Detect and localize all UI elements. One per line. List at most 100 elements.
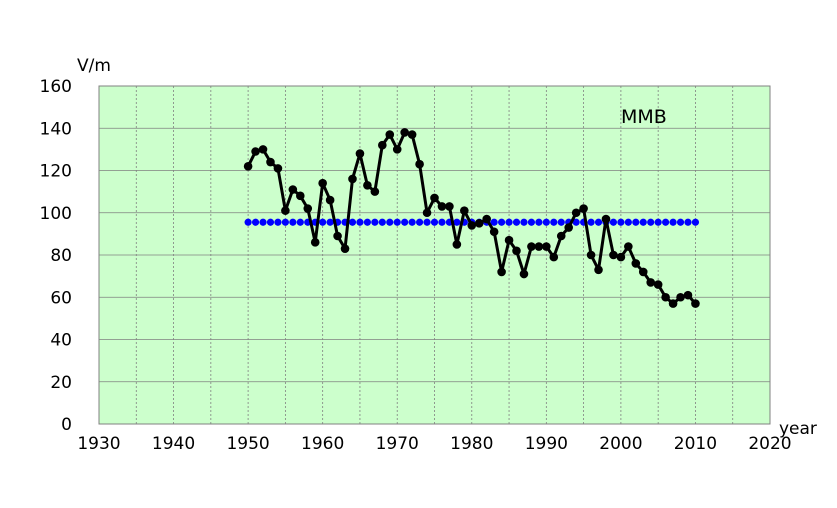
mean-point (527, 218, 536, 226)
data-point (668, 299, 678, 308)
plot-frame (98, 85, 771, 425)
data-point (407, 130, 417, 139)
data-point (333, 231, 342, 241)
y-tick-label: 100 (40, 204, 72, 224)
x-tick-label: 1970 (376, 434, 419, 454)
mean-point (423, 218, 431, 226)
data-point (616, 252, 626, 262)
mean-point (401, 218, 409, 226)
data-point (251, 147, 260, 156)
mean-point (453, 218, 461, 226)
data-point (504, 235, 514, 245)
x-tick-label: 1960 (301, 434, 344, 454)
data-point (430, 193, 439, 203)
mean-point (587, 218, 595, 226)
mean-point (363, 218, 371, 226)
mean-point (505, 218, 513, 226)
y-tick-label: 120 (40, 162, 72, 182)
data-point (392, 145, 402, 154)
data-point (281, 206, 290, 215)
mean-point (430, 218, 439, 226)
mean-point (520, 218, 528, 226)
x-tick-label: 1990 (525, 434, 568, 454)
data-point (489, 227, 499, 237)
data-point (363, 180, 372, 190)
mean-point (624, 218, 632, 226)
mean-point (684, 218, 692, 226)
data-point (310, 238, 320, 247)
data-point (355, 149, 365, 158)
mean-point (289, 218, 297, 226)
data-point (542, 242, 551, 251)
y-tick-label: 40 (50, 331, 72, 351)
data-point (445, 202, 454, 211)
data-point (519, 269, 529, 279)
mean-point (654, 218, 662, 226)
data-point (482, 214, 491, 224)
mean-point (617, 218, 625, 226)
data-point (400, 128, 409, 137)
mean-point (572, 218, 580, 226)
x-tick-label: 1950 (226, 434, 269, 454)
data-point (571, 208, 581, 218)
mean-point (356, 218, 364, 226)
y-tick-label: 80 (50, 246, 72, 266)
data-point (273, 164, 283, 173)
mean-point (639, 218, 647, 226)
y-tick-label: 140 (40, 119, 72, 139)
mean-point (647, 218, 655, 226)
data-point (534, 242, 544, 251)
data-point (348, 174, 357, 184)
data-point (638, 267, 648, 277)
data-point (653, 280, 663, 289)
mean-point (378, 218, 386, 226)
data-point (497, 267, 506, 277)
data-point (370, 187, 380, 196)
data-point (460, 206, 469, 215)
y-tick-label: 0 (61, 415, 72, 435)
mean-point (408, 218, 416, 226)
data-point (676, 292, 685, 302)
data-point (318, 178, 327, 188)
data-point (296, 191, 305, 201)
data-point (601, 214, 611, 224)
x-tick-label: 2020 (748, 434, 791, 454)
data-point (556, 231, 566, 241)
tick-labels: 1930 1940 1950 1960 1970 1980 1990 2000 2010 2020… (40, 77, 792, 454)
x-axis-unit-label: year (779, 419, 817, 439)
data-point (385, 130, 395, 139)
mean-point (386, 218, 394, 226)
mean-point (594, 218, 603, 226)
data-point (691, 299, 700, 308)
data-point (609, 250, 618, 260)
mean-point (371, 218, 379, 226)
data-point (325, 195, 335, 205)
x-tick-label: 1930 (77, 434, 120, 454)
data-point (437, 202, 447, 211)
data-point (527, 242, 536, 251)
data-point (243, 161, 253, 171)
mean-point (662, 218, 670, 226)
mean-point (550, 218, 558, 226)
data-point (512, 246, 521, 256)
mean-point (251, 218, 260, 226)
mean-point (274, 218, 282, 226)
mean-point (669, 218, 677, 226)
data-point (378, 140, 387, 150)
mean-point (490, 218, 498, 226)
data-point (415, 159, 424, 169)
mean-point (609, 218, 618, 226)
data-point (586, 250, 596, 260)
mean-point (266, 218, 275, 226)
data-point (579, 204, 588, 213)
y-axis-unit-label: V/m (77, 56, 111, 76)
mean-point (557, 218, 565, 226)
mean-point (535, 218, 543, 226)
data-point (422, 208, 432, 218)
data-point (266, 157, 275, 167)
mean-point (691, 218, 700, 226)
mean-point (326, 218, 334, 226)
mean-point (632, 218, 640, 226)
x-tick-label: 2010 (674, 434, 717, 454)
